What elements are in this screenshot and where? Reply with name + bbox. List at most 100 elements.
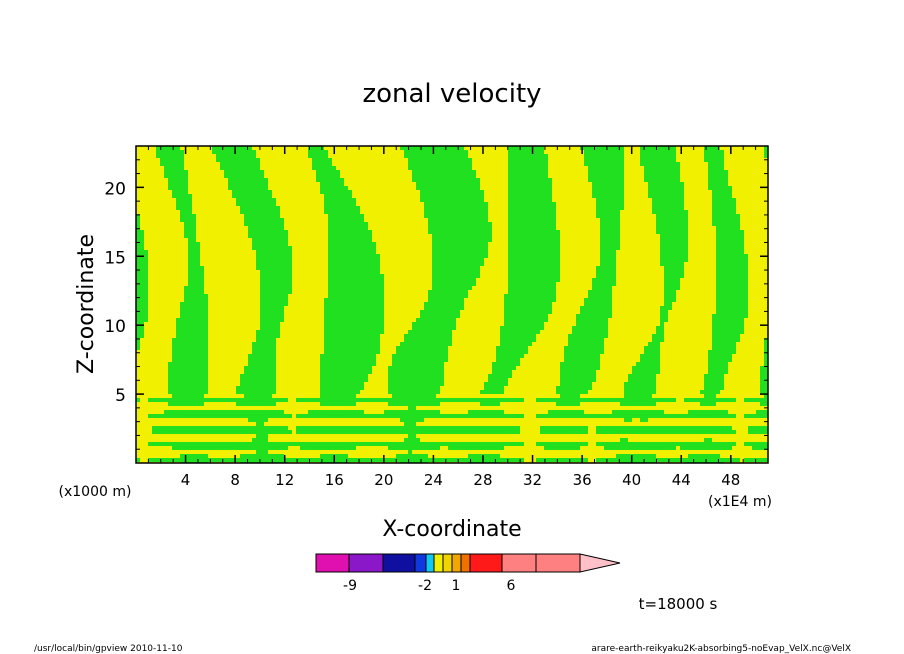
negative-velocity-cell bbox=[660, 310, 668, 314]
negative-velocity-cell bbox=[328, 226, 368, 230]
negative-velocity-cell bbox=[224, 170, 264, 174]
negative-velocity-cell bbox=[712, 314, 748, 318]
negative-velocity-cell bbox=[328, 234, 372, 238]
negative-velocity-cell bbox=[508, 210, 556, 214]
x-tick-label: 24 bbox=[424, 471, 443, 489]
negative-velocity-cell bbox=[324, 314, 384, 318]
colorbar-segment bbox=[382, 553, 416, 573]
negative-velocity-cell bbox=[176, 326, 208, 330]
negative-velocity-cell bbox=[180, 214, 196, 218]
negative-velocity-cell bbox=[716, 306, 748, 310]
negative-velocity-cell bbox=[328, 258, 380, 262]
negative-velocity-cell bbox=[432, 238, 492, 242]
negative-velocity-cell bbox=[328, 278, 384, 282]
negative-velocity-cell bbox=[580, 146, 624, 150]
negative-velocity-cell bbox=[180, 454, 208, 458]
negative-velocity-cell bbox=[388, 366, 444, 370]
negative-velocity-cell bbox=[424, 306, 464, 310]
negative-velocity-cell bbox=[136, 398, 140, 402]
negative-velocity-cell bbox=[412, 174, 476, 178]
negative-velocity-cell bbox=[684, 398, 736, 402]
negative-velocity-cell bbox=[412, 326, 456, 330]
negative-velocity-cell bbox=[148, 414, 292, 418]
negative-velocity-cell bbox=[716, 234, 744, 238]
negative-velocity-cell bbox=[404, 422, 416, 426]
negative-velocity-cell bbox=[564, 354, 600, 358]
negative-velocity-cell bbox=[480, 402, 500, 406]
negative-velocity-cell bbox=[560, 378, 596, 382]
negative-velocity-cell bbox=[180, 302, 208, 306]
negative-velocity-cell bbox=[584, 150, 624, 154]
negative-velocity-cell bbox=[152, 426, 288, 430]
negative-velocity-cell bbox=[328, 294, 384, 298]
negative-velocity-cell bbox=[560, 370, 596, 374]
negative-velocity-cell bbox=[564, 358, 600, 362]
negative-velocity-cell bbox=[416, 182, 480, 186]
negative-velocity-cell bbox=[248, 354, 276, 358]
negative-velocity-cell bbox=[712, 194, 732, 198]
negative-velocity-cell bbox=[248, 230, 288, 234]
negative-velocity-cell bbox=[136, 278, 148, 282]
negative-velocity-cell bbox=[260, 278, 292, 282]
negative-velocity-cell bbox=[320, 354, 376, 358]
negative-velocity-cell bbox=[508, 274, 560, 278]
negative-velocity-cell bbox=[136, 246, 144, 250]
negative-velocity-cell bbox=[256, 330, 280, 334]
negative-velocity-cell bbox=[432, 262, 484, 266]
colorbar-tick-label: -2 bbox=[418, 578, 432, 594]
negative-velocity-cell bbox=[588, 174, 624, 178]
negative-velocity-cell bbox=[536, 414, 736, 418]
negative-velocity-cell bbox=[320, 366, 372, 370]
negative-velocity-cell bbox=[744, 414, 768, 418]
negative-velocity-cell bbox=[704, 378, 724, 382]
negative-velocity-cell bbox=[320, 394, 356, 398]
negative-velocity-cell bbox=[236, 198, 276, 202]
negative-velocity-cell bbox=[296, 414, 524, 418]
negative-velocity-cell bbox=[664, 270, 684, 274]
negative-velocity-cell bbox=[136, 214, 140, 218]
negative-velocity-cell bbox=[680, 446, 732, 450]
plot-frame bbox=[135, 145, 769, 464]
negative-velocity-cell bbox=[600, 238, 620, 242]
negative-velocity-cell bbox=[136, 330, 144, 334]
negative-velocity-cell bbox=[584, 302, 612, 306]
negative-velocity-cell bbox=[496, 346, 528, 350]
negative-velocity-cell bbox=[508, 238, 560, 242]
negative-velocity-cell bbox=[660, 254, 688, 258]
negative-velocity-cell bbox=[256, 338, 276, 342]
negative-velocity-cell bbox=[640, 158, 676, 162]
negative-velocity-cell bbox=[688, 410, 728, 414]
negative-velocity-cell bbox=[500, 330, 540, 334]
negative-velocity-cell bbox=[324, 202, 356, 206]
negative-velocity-cell bbox=[160, 158, 184, 162]
negative-velocity-cell bbox=[324, 334, 380, 338]
negative-velocity-cell bbox=[652, 210, 688, 214]
negative-velocity-cell bbox=[392, 354, 448, 358]
negative-velocity-cell bbox=[504, 294, 556, 298]
negative-velocity-cell bbox=[404, 154, 468, 158]
negative-velocity-cell bbox=[260, 306, 284, 310]
negative-velocity-cell bbox=[716, 278, 748, 282]
negative-velocity-cell bbox=[664, 274, 684, 278]
negative-velocity-cell bbox=[716, 310, 748, 314]
negative-velocity-cell bbox=[176, 322, 208, 326]
negative-velocity-cell bbox=[248, 418, 268, 422]
negative-velocity-cell bbox=[404, 338, 452, 342]
negative-velocity-cell bbox=[576, 318, 608, 322]
negative-velocity-cell bbox=[172, 194, 192, 198]
negative-velocity-cell bbox=[256, 262, 292, 266]
negative-velocity-cell bbox=[156, 146, 180, 150]
negative-velocity-cell bbox=[508, 218, 556, 222]
negative-velocity-cell bbox=[400, 146, 464, 150]
negative-velocity-cell bbox=[328, 218, 364, 222]
negative-velocity-cell bbox=[320, 382, 364, 386]
negative-velocity-cell bbox=[324, 346, 380, 350]
negative-velocity-cell bbox=[148, 398, 288, 402]
negative-velocity-cell bbox=[564, 346, 604, 350]
negative-velocity-cell bbox=[240, 374, 276, 378]
negative-velocity-cell bbox=[584, 158, 624, 162]
negative-velocity-cell bbox=[712, 338, 740, 342]
negative-velocity-cell bbox=[136, 334, 144, 338]
negative-velocity-cell bbox=[468, 454, 500, 458]
negative-velocity-cell bbox=[760, 374, 768, 378]
